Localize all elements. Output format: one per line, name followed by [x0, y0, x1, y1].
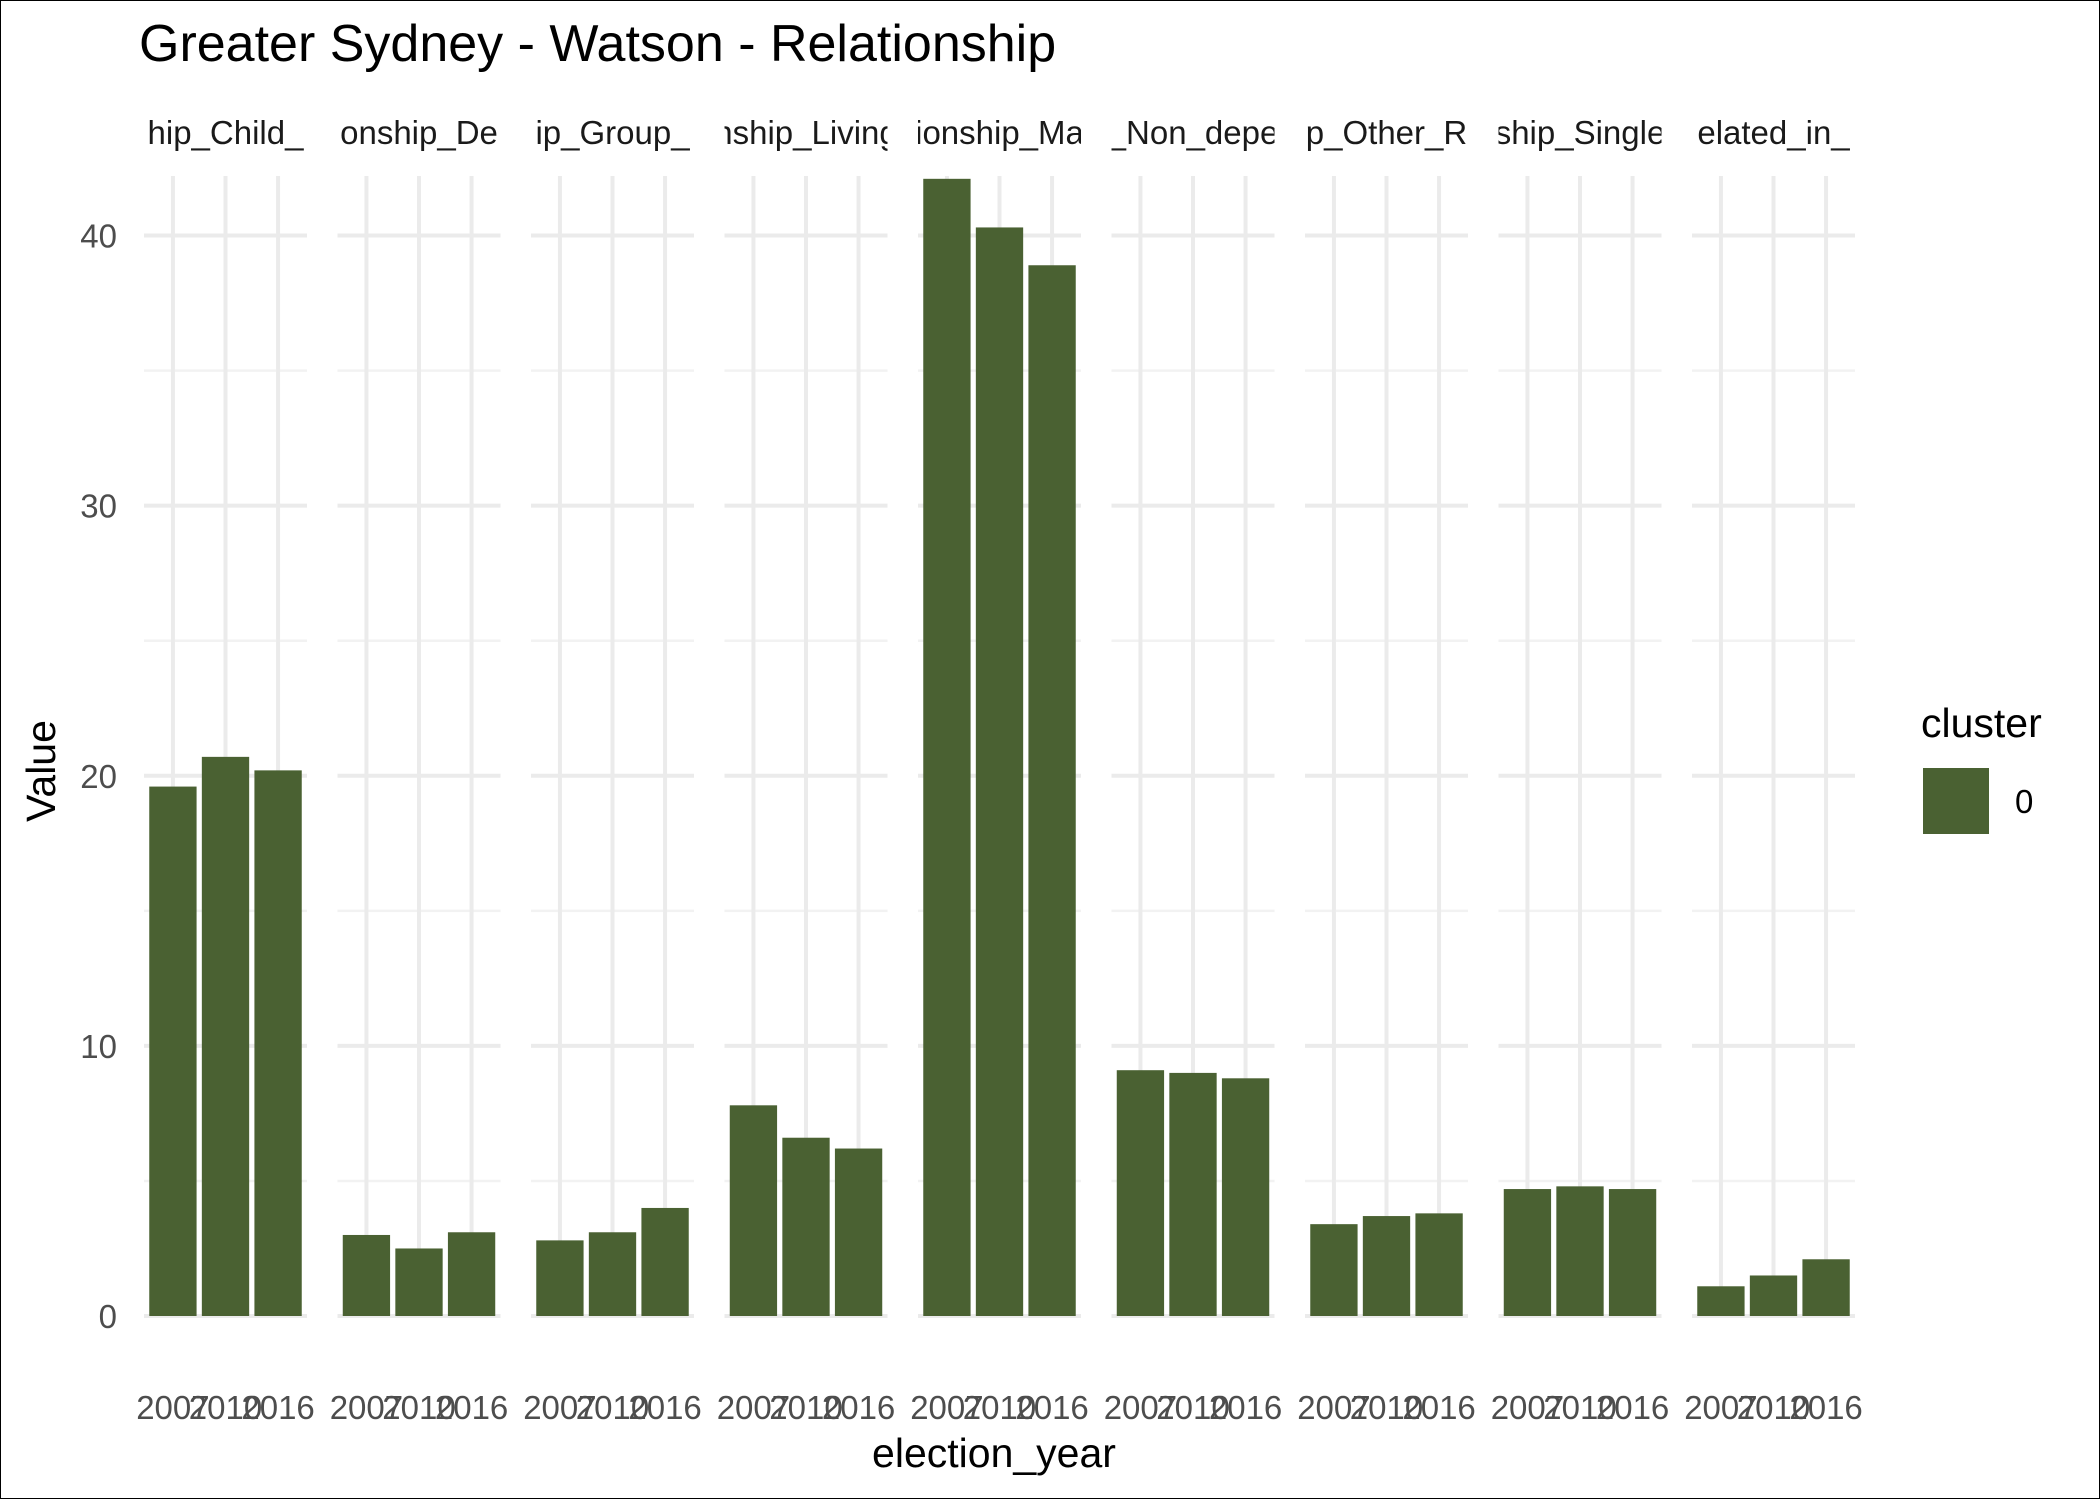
x-tick-label: 2007 [1491, 1389, 1564, 1426]
x-tick-label: 2010 [769, 1389, 842, 1426]
x-tick-label: 2010 [1156, 1389, 1229, 1426]
y-axis: 0 10 20 30 40 [80, 218, 117, 1335]
facet-strip-label: p_Other_R [1306, 114, 1467, 151]
x-tick-label: 2016 [435, 1389, 508, 1426]
x-tick-label: 2010 [576, 1389, 649, 1426]
bar [1556, 1186, 1604, 1316]
bar [1310, 1224, 1358, 1316]
bar [149, 786, 197, 1316]
x-tick-label: 2010 [1350, 1389, 1423, 1426]
bar [641, 1207, 689, 1316]
x-tick-label: 2007 [1104, 1389, 1177, 1426]
bar [1415, 1213, 1463, 1316]
bar [395, 1248, 443, 1316]
bar [1608, 1189, 1657, 1316]
x-tick-label: 2016 [1596, 1389, 1669, 1426]
legend-label-0: 0 [2015, 783, 2033, 820]
x-tick-label: 2016 [1209, 1389, 1282, 1426]
bar [588, 1232, 637, 1316]
bar [834, 1148, 883, 1316]
facet-strip-label: elated_in_ [1697, 114, 1850, 151]
bar [975, 227, 1024, 1317]
bar [536, 1240, 584, 1316]
facet-strip-label: ionship_Ma [915, 114, 1084, 151]
x-tick-label: 2010 [189, 1389, 262, 1426]
bar [1028, 265, 1076, 1316]
facet-strip-label: nship_Living [714, 114, 897, 151]
x-tick-label: 2010 [1737, 1389, 1810, 1426]
x-tick-label: 2007 [910, 1389, 983, 1426]
bar [1802, 1259, 1850, 1316]
bar [342, 1234, 391, 1316]
y-tick-label: 30 [80, 488, 117, 525]
bar [1221, 1078, 1270, 1316]
legend-key-swatch [1923, 768, 1989, 834]
bar [1697, 1286, 1745, 1316]
bar [254, 770, 302, 1316]
facet-strip-label: ship_Single [1495, 114, 1666, 151]
x-tick-label: 2016 [1789, 1389, 1862, 1426]
x-tick-label: 2007 [1684, 1389, 1757, 1426]
bar [1116, 1070, 1165, 1316]
chart-title: Greater Sydney - Watson - Relationship [139, 15, 1056, 73]
x-tick-label: 2007 [717, 1389, 790, 1426]
facet-strip-label: _Non_depe [1107, 114, 1279, 151]
x-tick-label: 2007 [330, 1389, 403, 1426]
x-tick-label: 2016 [1402, 1389, 1475, 1426]
legend: cluster 0 [1921, 700, 2042, 834]
bar [1362, 1216, 1411, 1316]
x-tick-label: 2007 [1297, 1389, 1370, 1426]
x-tick-label: 2010 [1543, 1389, 1616, 1426]
bar [201, 756, 250, 1316]
bar [447, 1232, 496, 1316]
x-tick-label: 2010 [382, 1389, 455, 1426]
legend-title: cluster [1921, 700, 2042, 746]
bar [923, 178, 971, 1317]
bar [1169, 1072, 1217, 1316]
facet-strip-label: hip_Child_ [148, 114, 305, 151]
bar [782, 1137, 830, 1316]
y-axis-title: Value [18, 720, 64, 822]
y-tick-label: 40 [80, 218, 117, 255]
x-axis-title: election_year [872, 1430, 1116, 1476]
x-tick-label: 2010 [963, 1389, 1036, 1426]
facet-panels: 200720102016hip_Child_200720102016onship… [136, 114, 1863, 1426]
y-tick-label: 0 [99, 1298, 117, 1335]
bar [1749, 1275, 1798, 1316]
x-tick-label: 2016 [822, 1389, 895, 1426]
x-tick-label: 2016 [1015, 1389, 1088, 1426]
y-tick-label: 10 [80, 1028, 117, 1065]
bar [1503, 1189, 1552, 1316]
x-tick-label: 2007 [136, 1389, 209, 1426]
y-tick-label: 20 [80, 758, 117, 795]
facet-strip-label: ip_Group_ [535, 114, 690, 151]
facet-strip-label: onship_De [340, 114, 498, 151]
x-tick-label: 2016 [628, 1389, 701, 1426]
bar [729, 1105, 778, 1316]
x-tick-label: 2007 [523, 1389, 596, 1426]
x-tick-label: 2016 [241, 1389, 314, 1426]
